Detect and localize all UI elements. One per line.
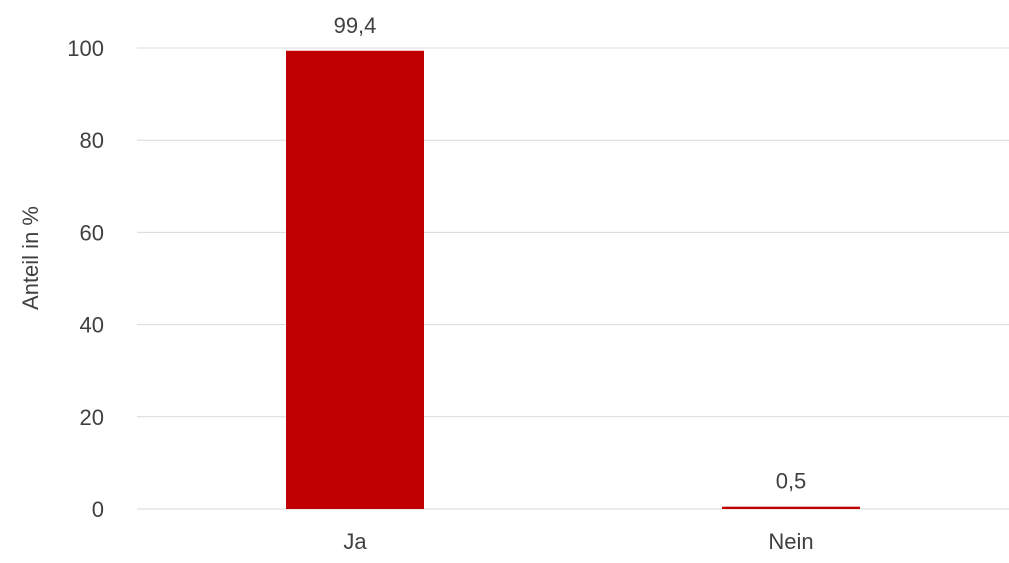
y-tick-label: 40 — [80, 313, 104, 338]
data-labels: 99,4 0,5 — [334, 13, 807, 494]
x-tick-label: Nein — [768, 529, 813, 554]
y-tick-label: 20 — [80, 405, 104, 430]
gridlines — [137, 47, 1009, 510]
x-axis-ticks: Ja Nein — [343, 529, 813, 554]
bars — [286, 50, 860, 510]
x-tick-label: Ja — [343, 529, 367, 554]
y-axis-label: Anteil in % — [18, 206, 43, 310]
y-tick-label: 100 — [67, 36, 104, 61]
bar-ja — [286, 50, 424, 510]
bar-nein — [722, 506, 860, 509]
y-tick-label: 0 — [92, 497, 104, 522]
y-tick-label: 60 — [80, 220, 104, 245]
data-label: 0,5 — [776, 469, 807, 494]
data-label: 99,4 — [334, 13, 377, 38]
y-axis-ticks: 0 20 40 60 80 100 — [67, 36, 104, 522]
y-tick-label: 80 — [80, 128, 104, 153]
